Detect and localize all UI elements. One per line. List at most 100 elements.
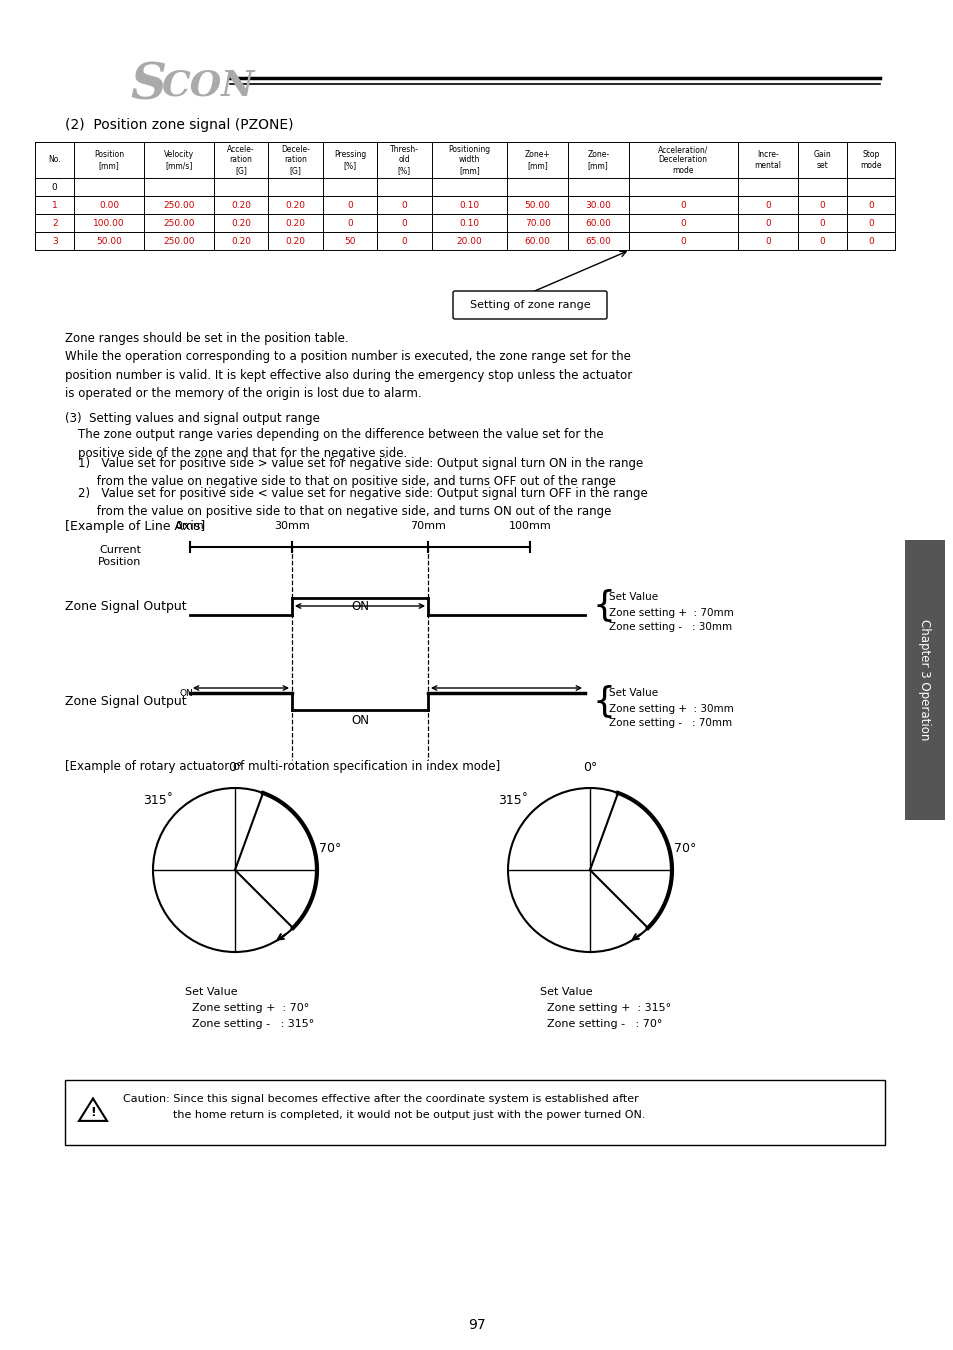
Text: Zone setting +  : 70mm: Zone setting + : 70mm xyxy=(608,609,733,618)
Text: the home return is completed, it would not be output just with the power turned : the home return is completed, it would n… xyxy=(172,1110,645,1120)
Text: Gain
set: Gain set xyxy=(813,150,830,170)
Text: 1)   Value set for positive side > value set for negative side: Output signal tu: 1) Value set for positive side > value s… xyxy=(78,458,642,489)
Text: 50: 50 xyxy=(344,236,355,246)
Text: 0.00: 0.00 xyxy=(99,201,119,209)
Text: Zone setting -   : 70mm: Zone setting - : 70mm xyxy=(608,717,731,728)
Text: Caution: Since this signal becomes effective after the coordinate system is esta: Caution: Since this signal becomes effec… xyxy=(123,1094,639,1104)
Text: 0.20: 0.20 xyxy=(231,219,251,228)
Text: 2: 2 xyxy=(51,219,57,228)
Text: Set Value: Set Value xyxy=(539,987,592,998)
Text: Zone setting -   : 315°: Zone setting - : 315° xyxy=(185,1019,314,1029)
Text: !: ! xyxy=(90,1106,95,1119)
Text: Zone setting +  : 315°: Zone setting + : 315° xyxy=(539,1003,670,1012)
Text: 50.00: 50.00 xyxy=(524,201,550,209)
Text: 0.20: 0.20 xyxy=(285,219,305,228)
Text: 1: 1 xyxy=(51,201,57,209)
Text: Zone Signal Output: Zone Signal Output xyxy=(65,695,187,707)
Text: 30mm: 30mm xyxy=(274,521,310,531)
Text: No.: No. xyxy=(49,155,61,165)
Text: ON: ON xyxy=(351,599,369,613)
Text: Incre-
mental: Incre- mental xyxy=(754,150,781,170)
Text: {: { xyxy=(593,590,616,624)
Text: 0: 0 xyxy=(819,219,824,228)
Text: 0: 0 xyxy=(401,201,407,209)
Text: 0: 0 xyxy=(401,219,407,228)
Text: Set Value: Set Value xyxy=(608,593,658,602)
FancyBboxPatch shape xyxy=(453,292,606,319)
Text: 60.00: 60.00 xyxy=(524,236,550,246)
Text: Chapter 3 Operation: Chapter 3 Operation xyxy=(918,620,930,741)
Text: 0.20: 0.20 xyxy=(231,236,251,246)
Text: 0.20: 0.20 xyxy=(285,201,305,209)
Text: 315˚: 315˚ xyxy=(497,794,527,807)
Text: [Example of rotary actuator of multi-rotation specification in index mode]: [Example of rotary actuator of multi-rot… xyxy=(65,760,499,774)
Text: (3)  Setting values and signal output range: (3) Setting values and signal output ran… xyxy=(65,412,319,425)
Bar xyxy=(904,540,944,819)
Text: ON: ON xyxy=(180,690,193,698)
Text: 0: 0 xyxy=(819,201,824,209)
Text: Zone+
[mm]: Zone+ [mm] xyxy=(524,150,550,170)
Text: 30.00: 30.00 xyxy=(585,201,611,209)
Text: Stop
mode: Stop mode xyxy=(859,150,881,170)
Text: 0: 0 xyxy=(764,236,770,246)
Bar xyxy=(65,1080,884,1145)
Text: 250.00: 250.00 xyxy=(163,201,194,209)
Text: 315˚: 315˚ xyxy=(143,794,172,807)
Text: 70°: 70° xyxy=(674,842,696,856)
Text: Zone setting -   : 70°: Zone setting - : 70° xyxy=(539,1019,661,1029)
Text: Set Value: Set Value xyxy=(608,687,658,698)
Text: 100mm: 100mm xyxy=(508,521,551,531)
Text: 250.00: 250.00 xyxy=(163,236,194,246)
Text: Current
Position: Current Position xyxy=(98,545,142,567)
Text: Acceleration/
Deceleration
mode: Acceleration/ Deceleration mode xyxy=(658,144,707,176)
Text: 70°: 70° xyxy=(319,842,341,856)
Text: 0: 0 xyxy=(51,182,57,192)
Text: [Example of Line Axis]: [Example of Line Axis] xyxy=(65,520,205,533)
Text: S: S xyxy=(130,62,166,111)
Text: 50.00: 50.00 xyxy=(96,236,122,246)
Text: Thresh-
old
[%]: Thresh- old [%] xyxy=(390,144,418,176)
Text: 2)   Value set for positive side < value set for negative side: Output signal tu: 2) Value set for positive side < value s… xyxy=(78,487,647,518)
Text: 3: 3 xyxy=(51,236,57,246)
Text: Zone ranges should be set in the position table.: Zone ranges should be set in the positio… xyxy=(65,332,348,346)
Text: Decele-
ration
[G]: Decele- ration [G] xyxy=(281,144,310,176)
Text: 0.20: 0.20 xyxy=(231,201,251,209)
Text: Zone setting +  : 30mm: Zone setting + : 30mm xyxy=(608,703,733,714)
Text: 0: 0 xyxy=(347,201,353,209)
Text: 0: 0 xyxy=(764,201,770,209)
Text: 0: 0 xyxy=(764,219,770,228)
Text: 0.20: 0.20 xyxy=(285,236,305,246)
Text: 60.00: 60.00 xyxy=(585,219,611,228)
Text: 70.00: 70.00 xyxy=(524,219,550,228)
Text: 0: 0 xyxy=(401,236,407,246)
Text: Zone Signal Output: Zone Signal Output xyxy=(65,599,187,613)
Text: 100.00: 100.00 xyxy=(93,219,125,228)
Text: 20.00: 20.00 xyxy=(456,236,482,246)
Text: 0: 0 xyxy=(867,201,873,209)
Text: Zone-
[mm]: Zone- [mm] xyxy=(586,150,609,170)
Text: 97: 97 xyxy=(468,1318,485,1332)
Text: While the operation corresponding to a position number is executed, the zone ran: While the operation corresponding to a p… xyxy=(65,350,632,400)
Text: 0.10: 0.10 xyxy=(459,219,479,228)
Text: 0°: 0° xyxy=(228,761,242,774)
Text: Velocity
[mm/s]: Velocity [mm/s] xyxy=(164,150,193,170)
Text: ON: ON xyxy=(351,714,369,726)
Text: Positioning
width
[mm]: Positioning width [mm] xyxy=(448,144,490,176)
Text: (2)  Position zone signal (PZONE): (2) Position zone signal (PZONE) xyxy=(65,117,294,132)
Text: 0: 0 xyxy=(679,201,685,209)
Text: 0.10: 0.10 xyxy=(459,201,479,209)
Text: Setting of zone range: Setting of zone range xyxy=(469,300,590,310)
Text: Zone setting -   : 30mm: Zone setting - : 30mm xyxy=(608,622,731,633)
Text: Pressing
[%]: Pressing [%] xyxy=(334,150,366,170)
Text: 0°: 0° xyxy=(582,761,597,774)
Text: The zone output range varies depending on the difference between the value set f: The zone output range varies depending o… xyxy=(78,428,603,459)
Text: Position
[mm]: Position [mm] xyxy=(94,150,124,170)
Text: 0: 0 xyxy=(867,236,873,246)
Text: 0: 0 xyxy=(347,219,353,228)
Text: 0: 0 xyxy=(679,236,685,246)
Text: 250.00: 250.00 xyxy=(163,219,194,228)
Text: Set Value: Set Value xyxy=(185,987,237,998)
Text: CON: CON xyxy=(162,68,255,103)
Text: Zone setting +  : 70°: Zone setting + : 70° xyxy=(185,1003,309,1012)
Text: 0: 0 xyxy=(679,219,685,228)
